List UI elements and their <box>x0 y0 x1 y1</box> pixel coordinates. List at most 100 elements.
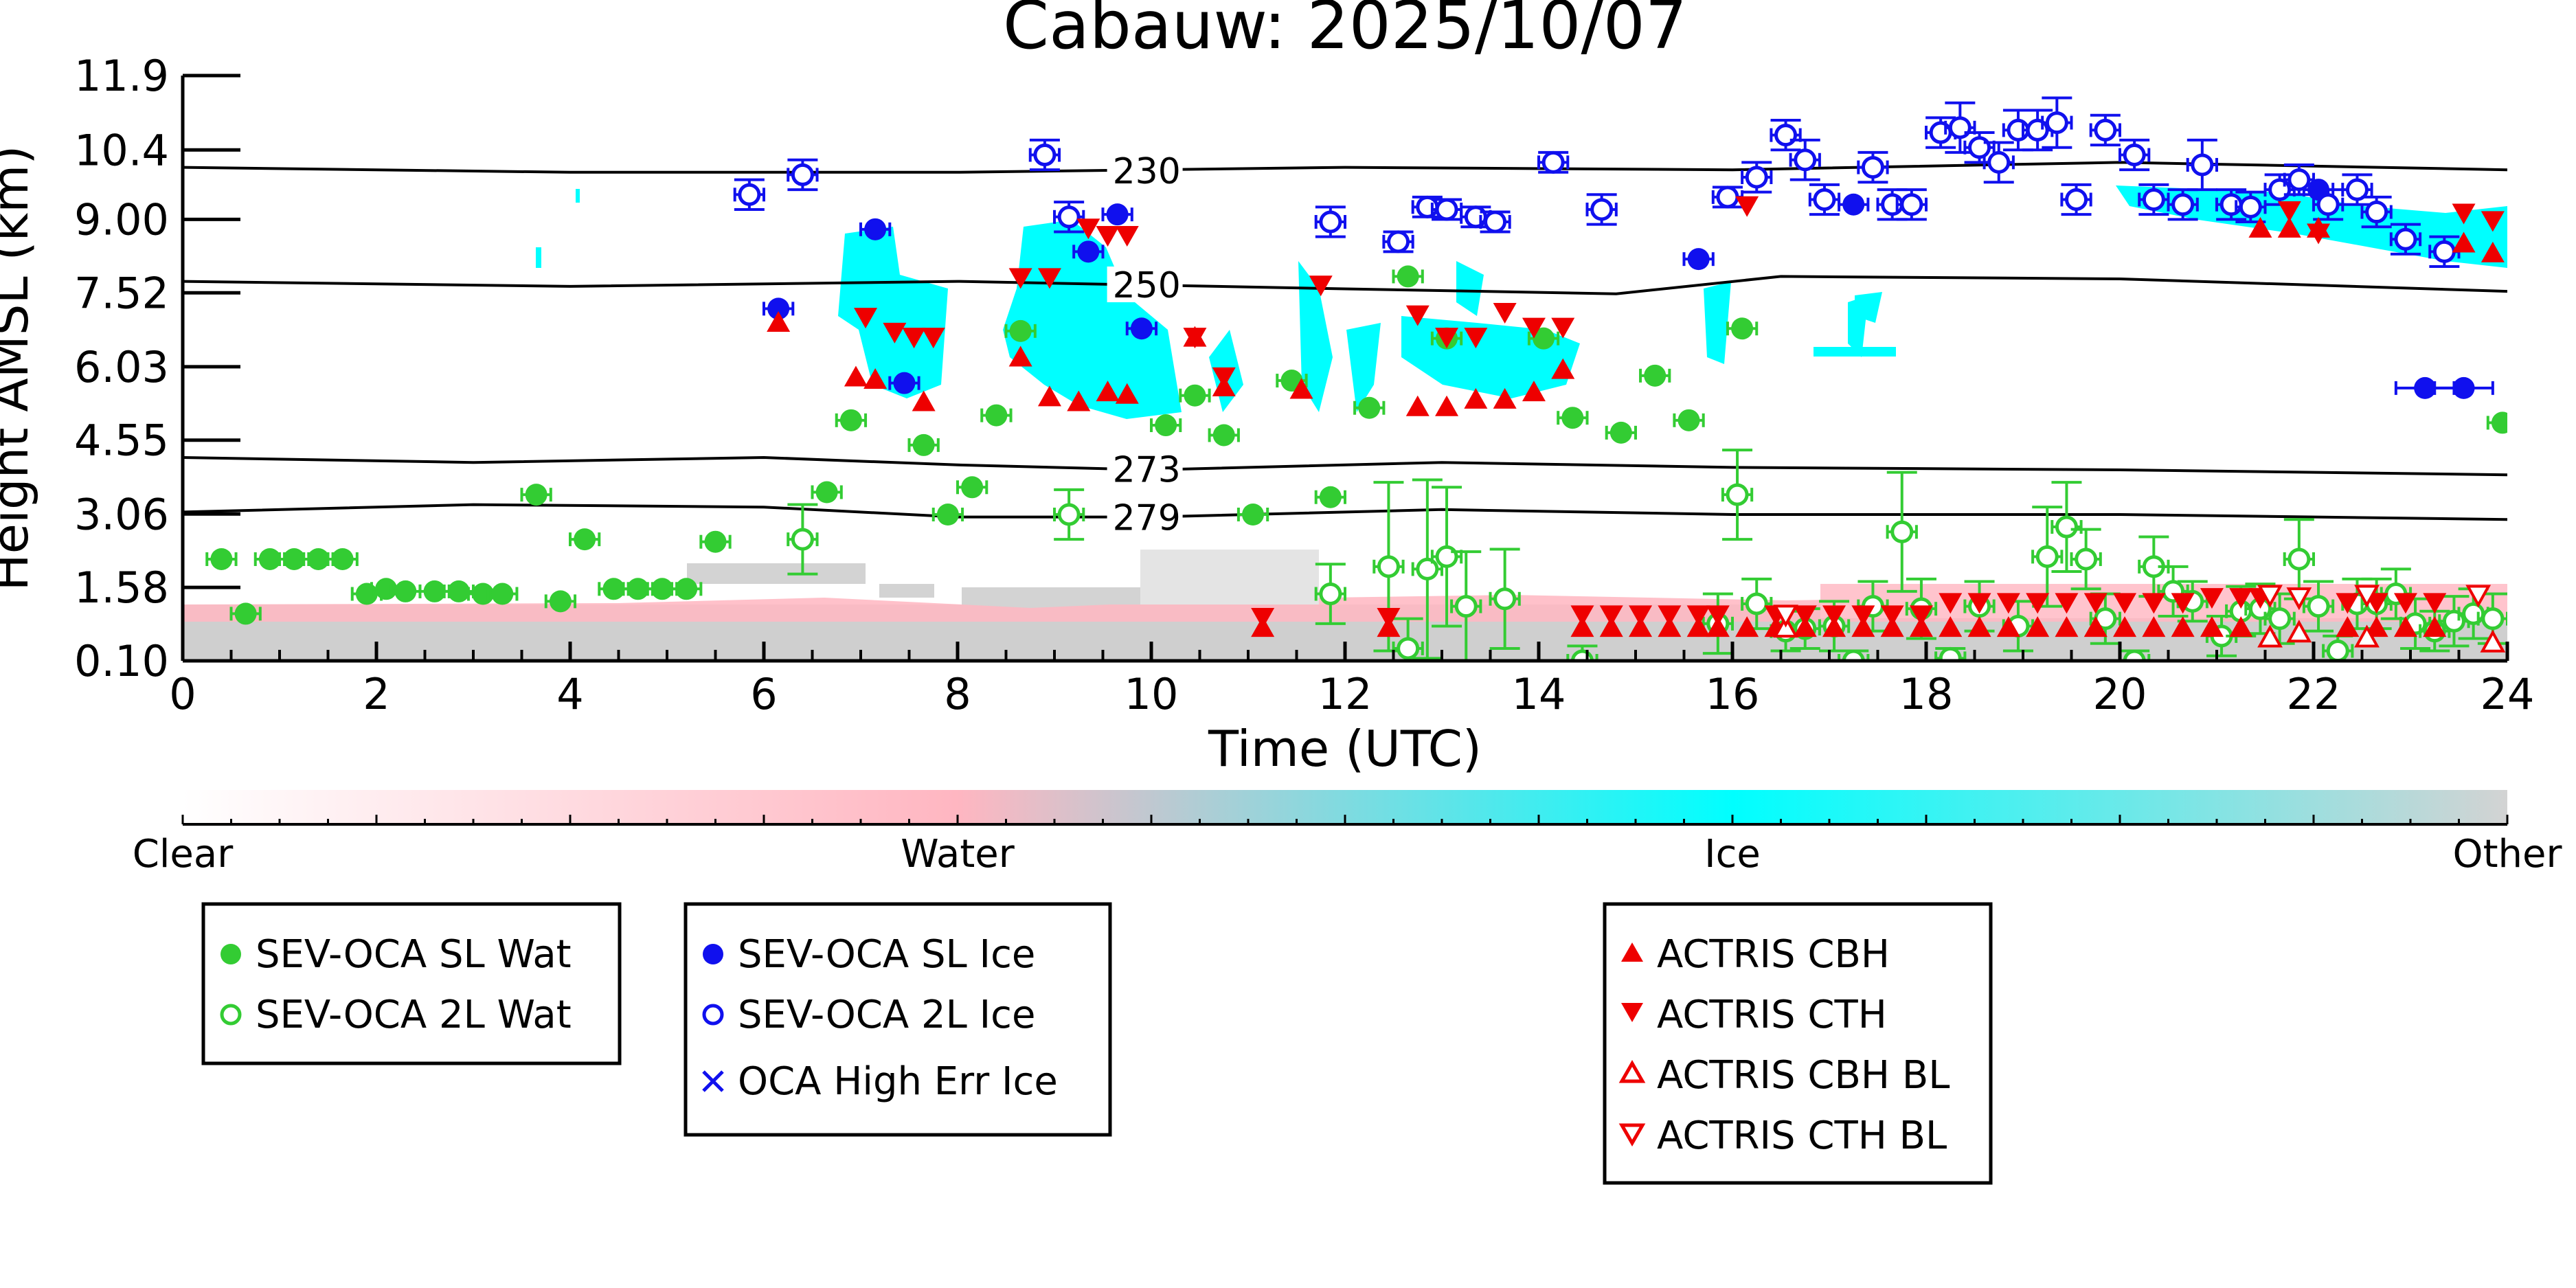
legend-item-sev-oca-sl-wat: SEV-OCA SL Wat <box>221 932 572 977</box>
axes: 0 2 4 6 8 10 12 14 16 18 20 22 24 0.101.583.064.556.… <box>74 51 2535 719</box>
sev-oca-2l-wat-point <box>2075 547 2098 571</box>
actris-cth-point <box>2452 203 2476 225</box>
sev-oca-sl-ice-point <box>1077 240 1100 263</box>
sev-oca-sl-wat-point <box>423 580 446 602</box>
sev-oca-2l-ice-point <box>2239 195 2262 218</box>
actris-cth-point <box>1909 605 1933 626</box>
sev-oca-2l-wat-point <box>1397 637 1420 660</box>
sev-oca-sl-wat-point <box>355 583 378 605</box>
sev-oca-sl-wat-point <box>961 476 984 499</box>
sev-oca-2l-ice-point <box>1968 136 1991 159</box>
sev-oca-sl-wat-point <box>936 504 959 526</box>
sev-oca-sl-wat-point <box>2491 411 2507 434</box>
actris-cbh-point <box>863 368 888 389</box>
actris-cth-point <box>854 308 878 329</box>
isotherm-250 <box>183 275 2507 295</box>
sev-oca-sl-wat-point <box>1533 327 1555 350</box>
sev-oca-2l-wat-point <box>2055 515 2078 539</box>
x-tick-label: 24 <box>2481 669 2535 719</box>
actris-cbh-point <box>1493 387 1517 409</box>
isotherm-279 <box>183 503 2507 521</box>
actris-cth-point <box>2277 201 2301 222</box>
actris-cbh-point <box>1599 616 1623 637</box>
actris-cbh-point <box>1629 616 1653 637</box>
sev-oca-2l-ice-point <box>2316 193 2340 216</box>
y-tick-label: 6.03 <box>74 342 169 392</box>
actris-cbh-point <box>2481 241 2505 262</box>
legend-item-actris-cth: ACTRIS CTH <box>1621 993 1887 1037</box>
isotherm-label-279: 279 <box>1113 498 1181 539</box>
sev-oca-2l-ice-point <box>2171 193 2195 216</box>
sev-oca-sl-wat-point <box>1731 317 1754 340</box>
sev-oca-2l-ice-point <box>1774 124 1798 147</box>
actris-cbh-point <box>1996 616 2020 637</box>
sev-oca-2l-wat-point <box>1416 557 1439 580</box>
actris-cth-point <box>1076 218 1100 240</box>
isotherm-label-250: 250 <box>1113 265 1181 306</box>
sev-oca-sl-wat-point <box>1009 319 1032 342</box>
actris-cth-point <box>1851 605 1875 626</box>
isotherm-label-230: 230 <box>1113 151 1181 192</box>
actris-cth-point <box>2200 588 2224 609</box>
actris-cbh-point <box>2055 616 2079 637</box>
sev-oca-2l-wat-point <box>2035 545 2059 568</box>
actris-cbh-point <box>2336 616 2360 637</box>
sev-oca-sl-wat-point <box>1319 486 1342 508</box>
actris-cth-point <box>1212 367 1236 388</box>
actris-cth-point <box>2423 593 2447 614</box>
svg-text:SEV-OCA SL Wat: SEV-OCA SL Wat <box>256 932 572 977</box>
actris-cth-point <box>2083 593 2108 614</box>
isotherm-label-273: 273 <box>1113 450 1181 491</box>
sev-oca-2l-wat-point <box>2307 595 2330 618</box>
actris-cth-point <box>1435 328 1459 349</box>
y-tick-label: 10.4 <box>74 125 169 175</box>
sev-oca-sl-wat-point <box>1397 265 1419 288</box>
actris-cth-bl-point <box>2354 585 2380 608</box>
actris-cth-point <box>1706 605 1730 626</box>
actris-cth-point <box>1309 275 1333 297</box>
actris-cth-point <box>1939 593 1963 614</box>
sev-oca-sl-wat-point <box>1677 409 1700 431</box>
actris-cbh-point <box>1115 383 1139 404</box>
sev-oca-sl-wat-point <box>651 578 673 600</box>
legend-item-sev-oca-2l-wat: SEV-OCA 2L Wat <box>220 993 572 1037</box>
actris-cbh-point <box>1967 616 1991 637</box>
actris-cbh-point <box>2171 616 2195 637</box>
actris-cbh-point <box>1822 616 1846 637</box>
x-axis-label: Time (UTC) <box>1208 720 1482 778</box>
actris-cth-bl-point <box>2257 585 2283 608</box>
sev-oca-2l-ice-point <box>2142 188 2165 212</box>
y-tick-label: 3.06 <box>74 489 169 539</box>
sev-oca-sl-ice-point <box>864 218 887 240</box>
sev-oca-sl-wat-point <box>1155 414 1177 437</box>
actris-cth-point <box>1008 268 1032 289</box>
actris-cth-bl-point <box>1773 605 1798 628</box>
legend-item-actris-cth-bl: ACTRIS CTH BL <box>1618 1114 1947 1158</box>
sev-oca-sl-wat-point <box>675 578 698 600</box>
sev-oca-2l-wat-point <box>2268 607 2292 631</box>
actris-cbh-point <box>2423 616 2447 637</box>
sev-oca-2l-ice-point <box>738 183 761 206</box>
sev-oca-2l-wat-point <box>1057 503 1081 526</box>
sev-oca-sl-wat-point <box>283 547 306 570</box>
actris-cth-point <box>1822 605 1846 626</box>
actris-cth-point <box>902 328 926 349</box>
sev-oca-sl-wat-point <box>491 583 514 605</box>
y-axis-label: Height AMSL (km) <box>0 146 39 591</box>
sev-oca-2l-wat-point <box>791 528 814 551</box>
actris-cbh-bl-point <box>2354 624 2380 648</box>
sev-oca-sl-ice-point <box>1106 203 1129 226</box>
actris-cbh-point <box>2452 231 2476 253</box>
actris-cth-point <box>883 322 907 343</box>
sev-oca-2l-ice-point <box>1948 116 1971 139</box>
legend-item-sev-oca-sl-ice: SEV-OCA SL Ice <box>703 932 1035 977</box>
svg-text:SEV-OCA SL Ice: SEV-OCA SL Ice <box>738 932 1035 977</box>
actris-cbh-point <box>1909 616 1933 637</box>
x-tick-label: 12 <box>1318 669 1372 719</box>
x-tick-label: 4 <box>556 669 583 719</box>
x-tick-label: 18 <box>1899 669 1954 719</box>
actris-cbh-point <box>1880 616 1904 637</box>
colorbar: Clear Water Ice Other <box>133 790 2562 877</box>
sev-oca-sl-wat-point <box>1644 364 1667 387</box>
sev-oca-sl-wat-point <box>704 530 727 553</box>
